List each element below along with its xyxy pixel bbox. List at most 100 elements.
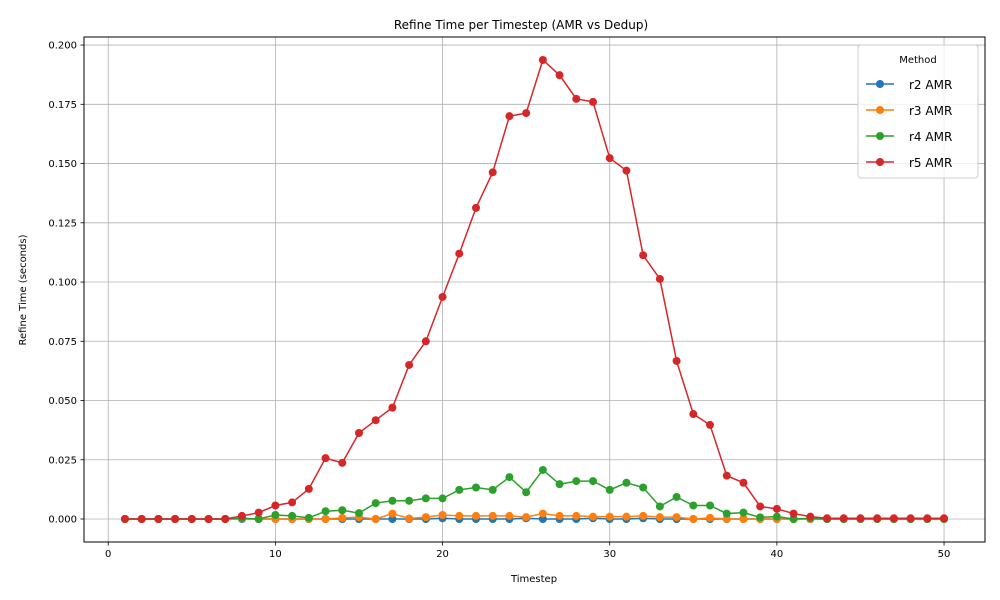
- data-point: [622, 478, 631, 487]
- data-point: [421, 494, 430, 503]
- data-point: [471, 511, 480, 520]
- data-point: [522, 488, 531, 497]
- data-point: [137, 515, 146, 524]
- data-point: [354, 428, 363, 437]
- data-point: [488, 168, 497, 177]
- data-point: [204, 515, 213, 524]
- data-point: [655, 274, 664, 283]
- data-point: [120, 515, 129, 524]
- data-point: [522, 109, 531, 118]
- data-point: [304, 484, 313, 493]
- data-point: [839, 514, 848, 523]
- data-point: [722, 471, 731, 480]
- data-point: [471, 203, 480, 212]
- data-point: [438, 292, 447, 301]
- data-point: [538, 55, 547, 64]
- data-point: [873, 514, 882, 523]
- series-line: [124, 468, 945, 520]
- data-point: [739, 478, 748, 487]
- legend-box: [857, 44, 979, 179]
- data-point: [756, 502, 765, 511]
- plot-frame: [83, 36, 986, 543]
- legend-swatch-marker: [876, 132, 884, 140]
- data-point: [572, 477, 581, 486]
- legend: Method r2 AMR r3 AMR r4 AMR r5 AMR: [857, 44, 979, 179]
- data-point: [371, 515, 380, 524]
- legend-swatch-marker: [876, 106, 884, 114]
- data-point: [589, 97, 598, 106]
- data-point: [421, 513, 430, 522]
- y-tick-label: 0.150: [48, 159, 77, 170]
- y-tick-label: 0.050: [48, 396, 77, 407]
- legend-swatch-marker: [876, 80, 884, 88]
- data-point: [639, 251, 648, 260]
- data-point: [221, 515, 230, 524]
- legend-entry: r5 AMR: [866, 156, 952, 170]
- legend-swatch-marker: [876, 158, 884, 166]
- data-point: [405, 514, 414, 523]
- data-point: [806, 512, 815, 521]
- data-point: [672, 356, 681, 365]
- y-tick-label: 0.125: [48, 218, 77, 229]
- x-tick-label: 20: [436, 549, 449, 560]
- data-point: [455, 249, 464, 258]
- data-point: [622, 512, 631, 521]
- data-point: [522, 513, 531, 522]
- data-point: [739, 508, 748, 517]
- data-point: [304, 513, 313, 522]
- series-r5-amr: [120, 55, 949, 524]
- grid-lines: [84, 37, 985, 542]
- data-point: [187, 515, 196, 524]
- data-point: [271, 510, 280, 519]
- chart-title: Refine Time per Timestep (AMR vs Dedup): [394, 18, 648, 32]
- data-point: [371, 416, 380, 425]
- data-point: [471, 483, 480, 492]
- data-point: [338, 513, 347, 522]
- data-point: [789, 509, 798, 518]
- y-tick-label: 0.075: [48, 337, 77, 348]
- y-tick-label: 0.000: [48, 515, 77, 526]
- legend-label: r4 AMR: [909, 130, 952, 144]
- series-line: [124, 58, 945, 520]
- legend-entry: r4 AMR: [866, 130, 952, 144]
- data-point: [655, 513, 664, 522]
- y-tick-label: 0.200: [48, 41, 77, 52]
- data-point: [605, 485, 614, 494]
- data-point: [689, 501, 698, 510]
- data-point: [405, 360, 414, 369]
- data-point: [689, 515, 698, 524]
- x-tick-label: 40: [771, 549, 784, 560]
- data-point: [772, 504, 781, 513]
- data-point: [923, 514, 932, 523]
- legend-label: r3 AMR: [909, 104, 952, 118]
- data-point: [237, 511, 246, 520]
- x-tick-label: 0: [105, 549, 111, 560]
- data-point: [639, 483, 648, 492]
- data-point: [555, 71, 564, 80]
- data-point: [338, 458, 347, 467]
- legend-label: r5 AMR: [909, 156, 952, 170]
- data-point: [672, 492, 681, 501]
- data-point: [354, 509, 363, 518]
- data-point: [505, 511, 514, 520]
- data-point: [706, 513, 715, 522]
- data-point: [338, 506, 347, 515]
- x-tick-label: 10: [269, 549, 282, 560]
- data-point: [823, 514, 832, 523]
- data-point: [488, 485, 497, 494]
- data-point: [672, 513, 681, 522]
- data-point: [756, 513, 765, 522]
- series-layer: [120, 55, 949, 524]
- data-point: [254, 508, 263, 517]
- data-point: [555, 480, 564, 489]
- data-point: [455, 485, 464, 494]
- data-point: [438, 494, 447, 503]
- data-point: [154, 515, 163, 524]
- data-point: [622, 166, 631, 175]
- x-axis-label: Timestep: [510, 574, 557, 585]
- data-point: [722, 509, 731, 518]
- data-point: [171, 515, 180, 524]
- data-point: [288, 511, 297, 520]
- y-tick-label: 0.100: [48, 278, 77, 289]
